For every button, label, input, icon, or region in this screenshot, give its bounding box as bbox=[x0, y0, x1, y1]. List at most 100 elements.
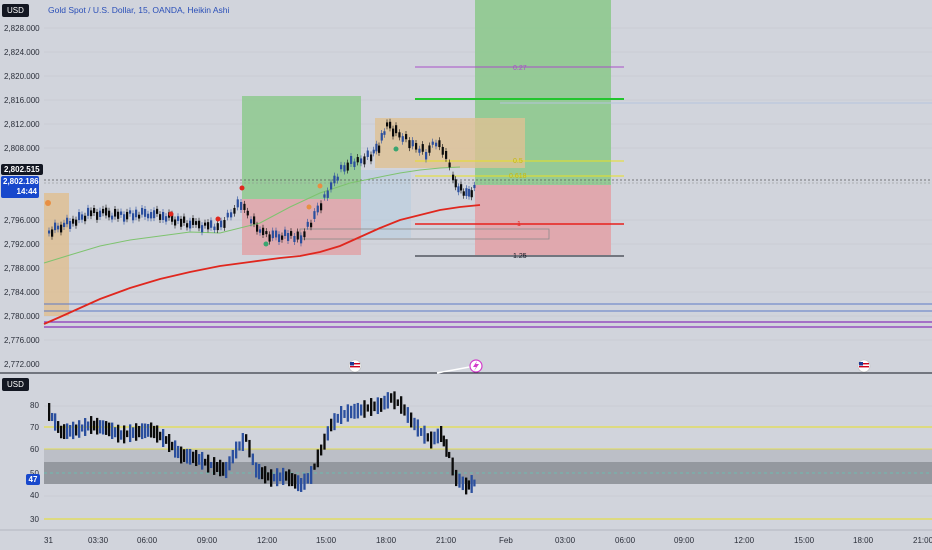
time-axis[interactable]: 31 03:30 06:00 09:00 12:00 15:00 18:00 2… bbox=[44, 536, 932, 545]
main-candle bbox=[195, 221, 198, 225]
main-candle bbox=[370, 154, 373, 162]
oscillator-candle bbox=[413, 417, 416, 431]
red-moving-average bbox=[43, 204, 481, 325]
fibonacci-levels[interactable]: 0.27 0.5 0.618 1 1.25 bbox=[415, 65, 624, 260]
oscillator-candle bbox=[433, 431, 436, 445]
fib-label-125: 1.25 bbox=[513, 253, 527, 260]
oscillator-candle bbox=[410, 412, 413, 428]
fib-label-1: 1 bbox=[517, 221, 521, 228]
oscillator-candle bbox=[144, 423, 147, 439]
current-price-label: 2,802.186 14:44 bbox=[1, 176, 39, 198]
main-candle bbox=[201, 225, 204, 233]
us-flag-event-icon[interactable] bbox=[857, 359, 871, 373]
long-target-zone-1[interactable] bbox=[242, 96, 361, 199]
oscillator-candle bbox=[406, 407, 409, 423]
time-tick: 06:00 bbox=[137, 536, 158, 545]
main-candle bbox=[313, 211, 316, 219]
main-candle bbox=[153, 210, 156, 219]
price-tick: 2,780.000 bbox=[4, 312, 40, 321]
main-candle bbox=[183, 216, 186, 223]
main-candle bbox=[207, 222, 210, 230]
oscillator-candle bbox=[156, 425, 159, 443]
oscillator-candle bbox=[248, 439, 251, 458]
main-candle bbox=[323, 194, 326, 198]
main-candle bbox=[473, 184, 476, 189]
oscillator-candle bbox=[306, 473, 309, 484]
oscillator-candle bbox=[420, 428, 423, 436]
oscillator-candle bbox=[162, 429, 165, 447]
signal-dot-green bbox=[263, 241, 269, 247]
main-candle bbox=[408, 140, 411, 149]
main-candle bbox=[326, 190, 329, 198]
oscillator-candle bbox=[430, 431, 433, 449]
main-candle bbox=[96, 211, 99, 220]
long-stop-zone-2[interactable] bbox=[475, 185, 611, 255]
oscillator-candle bbox=[353, 403, 356, 419]
oscillator-candle bbox=[373, 401, 376, 412]
currency-badge-oscillator[interactable]: USD bbox=[2, 378, 29, 391]
oscillator-candle bbox=[423, 425, 426, 444]
main-candle bbox=[243, 203, 246, 210]
oscillator-candle bbox=[276, 468, 279, 487]
main-candle bbox=[246, 210, 249, 216]
main-candle bbox=[421, 144, 424, 152]
currency-badge-main[interactable]: USD bbox=[2, 4, 29, 17]
oscillator-candle bbox=[129, 424, 132, 443]
oscillator-candle bbox=[93, 420, 96, 431]
main-candle bbox=[346, 162, 349, 171]
main-candle bbox=[401, 136, 404, 142]
oscillator-candle bbox=[174, 440, 177, 458]
time-tick: 12:00 bbox=[257, 536, 278, 545]
oscillator-candle bbox=[147, 423, 150, 437]
oscillator-candle bbox=[165, 436, 168, 444]
osc-tick: 80 bbox=[30, 401, 39, 410]
main-candle bbox=[216, 223, 219, 231]
main-candle bbox=[452, 174, 455, 181]
oscillator-candle bbox=[81, 424, 84, 432]
oscillator-candle bbox=[336, 413, 339, 423]
oscillator-candle bbox=[273, 473, 276, 482]
oscillator-candle bbox=[192, 451, 195, 464]
oscillator-candle bbox=[363, 400, 366, 418]
oscillator-candles bbox=[48, 391, 476, 495]
main-candle bbox=[454, 179, 457, 188]
main-candle bbox=[156, 208, 159, 214]
signal-dot-orange bbox=[45, 200, 51, 206]
main-candle bbox=[303, 231, 306, 238]
main-candle bbox=[398, 132, 401, 138]
oscillator-axis[interactable]: 80 70 60 50 40 30 bbox=[30, 401, 39, 524]
symbol-title[interactable]: Gold Spot / U.S. Dollar, 15, OANDA, Heik… bbox=[48, 5, 230, 15]
main-candle bbox=[333, 175, 336, 184]
oscillator-candle bbox=[90, 416, 93, 434]
main-candle bbox=[462, 191, 465, 196]
oscillator-candle bbox=[251, 453, 254, 466]
oscillator-candle bbox=[473, 479, 476, 487]
main-candle bbox=[210, 220, 213, 228]
oscillator-candle bbox=[111, 422, 114, 440]
oscillator-candle bbox=[445, 439, 448, 457]
oscillator-candle bbox=[135, 423, 138, 441]
osc-tick: 40 bbox=[30, 491, 39, 500]
lightning-event-icon[interactable] bbox=[469, 359, 483, 373]
main-candle bbox=[147, 213, 150, 219]
main-candle bbox=[265, 231, 268, 235]
oscillator-candle bbox=[288, 469, 291, 487]
us-flag-event-icon[interactable] bbox=[348, 359, 362, 373]
main-candle bbox=[284, 229, 287, 236]
oscillator-candle bbox=[48, 403, 51, 421]
price-axis[interactable]: 2,828.000 2,824.000 2,820.000 2,816.000 … bbox=[4, 24, 40, 369]
oscillator-value-badge: 47 bbox=[26, 474, 40, 485]
main-candle bbox=[220, 220, 223, 228]
main-candle bbox=[386, 122, 389, 127]
main-candle bbox=[460, 184, 463, 191]
oscillator-candle bbox=[261, 467, 264, 480]
main-candle bbox=[340, 164, 343, 170]
price-tick: 2,820.000 bbox=[4, 72, 40, 81]
main-candle bbox=[470, 190, 473, 198]
oscillator-candle bbox=[153, 425, 156, 439]
time-tick: 18:00 bbox=[853, 536, 874, 545]
oscillator-candle bbox=[213, 457, 216, 475]
oscillator-candle bbox=[264, 466, 267, 484]
oscillator-candle bbox=[291, 473, 294, 487]
